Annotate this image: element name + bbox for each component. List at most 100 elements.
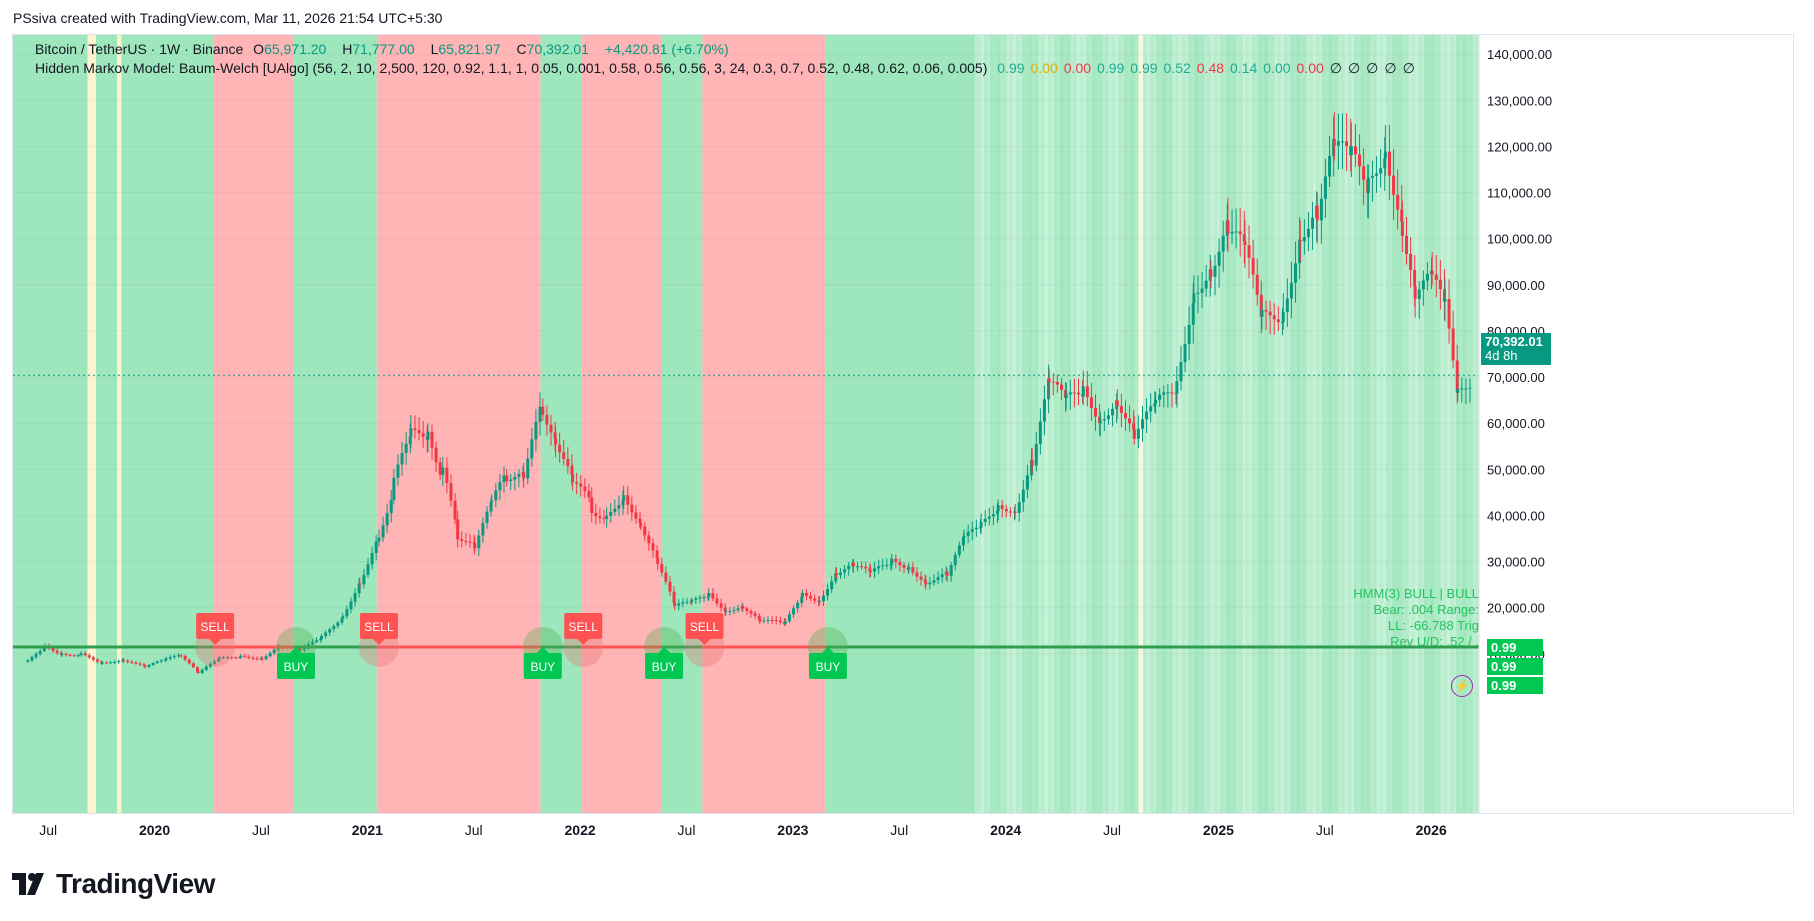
candle-body <box>100 662 104 664</box>
candle-body <box>168 657 172 659</box>
candle-body <box>1332 138 1336 156</box>
x-tick-label: Jul <box>1103 822 1121 838</box>
regime-shade <box>981 35 991 813</box>
regime-shade <box>1332 35 1342 813</box>
candle-body <box>1438 280 1442 290</box>
candle-body <box>234 657 238 659</box>
candle-body <box>766 619 770 621</box>
x-tick-label: 2022 <box>564 822 596 838</box>
regime-shade <box>1402 35 1412 813</box>
open-value: 65,971.20 <box>264 41 327 57</box>
candle-body <box>1280 322 1284 324</box>
y-tick-label: 110,000.00 <box>1487 186 1551 201</box>
candle-body <box>1464 388 1468 390</box>
candle-body <box>324 632 328 637</box>
open-label: O <box>253 41 265 57</box>
candle-body <box>522 472 526 479</box>
chart-panel[interactable]: SELL BUY SELL BUY SELL BUY SELL BUY 140,000.00 1… <box>12 34 1794 814</box>
candle-body <box>113 661 117 663</box>
candle-body <box>1153 403 1157 407</box>
candle-body <box>1136 428 1140 439</box>
candle-body <box>736 608 740 611</box>
regime-shade <box>1459 35 1469 813</box>
candle-body <box>413 428 417 431</box>
candle-body <box>320 636 324 639</box>
regime-shade <box>1466 35 1476 813</box>
candle-body <box>1213 265 1217 277</box>
candle-body <box>1362 166 1366 180</box>
hmm-line-2: Bear: .004 Range: <box>1373 602 1479 617</box>
candle-body <box>404 443 408 453</box>
candle-body <box>1123 412 1127 419</box>
candle-body <box>212 661 216 664</box>
low-label: L <box>430 41 439 57</box>
indicator-name[interactable]: Hidden Markov Model: Baum-Welch [UAlgo] … <box>35 60 988 76</box>
signal-label: SELL <box>200 620 230 634</box>
candle-body <box>1294 263 1298 283</box>
candle-body <box>783 621 787 624</box>
y-tick-label: 140,000.00 <box>1487 47 1552 62</box>
candle-body <box>122 659 126 661</box>
candle-body <box>1366 177 1370 193</box>
candle-body <box>1217 251 1221 266</box>
candle-body <box>575 482 579 484</box>
candle-body <box>221 657 225 659</box>
candle-body <box>1098 416 1102 424</box>
candle-body <box>762 620 766 622</box>
x-tick-label: Jul <box>39 822 58 838</box>
candle-body <box>655 550 659 558</box>
candle-body <box>217 659 221 662</box>
symbol-name[interactable]: Bitcoin / TetherUS · 1W · Binance <box>35 41 244 57</box>
candle-body <box>473 543 477 549</box>
candle-body <box>1204 280 1208 289</box>
candle-body <box>983 518 987 523</box>
candle-body <box>685 601 689 603</box>
candle-body <box>562 452 566 460</box>
candle-body <box>660 563 664 573</box>
regime-shade <box>1147 35 1157 813</box>
price-chart[interactable]: SELL BUY SELL BUY SELL BUY SELL BUY 140,000.00 1… <box>13 35 1793 813</box>
candle-body <box>847 565 851 570</box>
candle-body <box>864 566 868 569</box>
lightning-icon[interactable]: ⚡ <box>1451 675 1473 697</box>
candle-body <box>1345 141 1349 147</box>
candle-body <box>1179 362 1183 382</box>
regime-shade <box>1140 35 1150 813</box>
high-value: 71,777.00 <box>352 41 415 57</box>
signal-arrow <box>536 647 549 653</box>
candle-body <box>353 593 357 602</box>
candle-body <box>923 579 927 582</box>
signal-label-box <box>564 613 603 639</box>
candle-body <box>621 500 625 506</box>
regime-shade <box>1325 35 1335 813</box>
candle-body <box>898 561 902 566</box>
candle-body <box>554 438 558 445</box>
x-tick-label: Jul <box>677 822 696 838</box>
sell-signal: SELL <box>196 613 235 645</box>
regime-shade <box>1440 35 1450 813</box>
candle-body <box>664 572 668 582</box>
candle-body <box>1149 406 1153 412</box>
symbol-legend: Bitcoin / TetherUS · 1W · Binance O65,97… <box>35 41 735 57</box>
candle-body <box>468 541 472 543</box>
candle-body <box>889 564 893 566</box>
regime-shade <box>1242 35 1252 813</box>
candle-body <box>1268 311 1272 316</box>
regime-shade <box>1198 35 1208 813</box>
indicator-value: 0.48 <box>1196 60 1225 76</box>
candle-body <box>919 576 923 580</box>
candle-body <box>1421 280 1425 290</box>
candle-body <box>345 609 349 617</box>
candle-body <box>163 659 167 661</box>
candle-body <box>30 656 34 661</box>
candle-body <box>226 657 230 659</box>
candle-body <box>117 661 121 663</box>
candle-body <box>453 500 457 520</box>
candle-body <box>698 597 702 599</box>
candle-body <box>389 500 393 514</box>
candle-body <box>251 657 255 659</box>
regime-shade <box>1217 35 1227 813</box>
candle-body <box>38 651 42 654</box>
candle-body <box>1451 328 1455 361</box>
regime-shade <box>1115 35 1125 813</box>
